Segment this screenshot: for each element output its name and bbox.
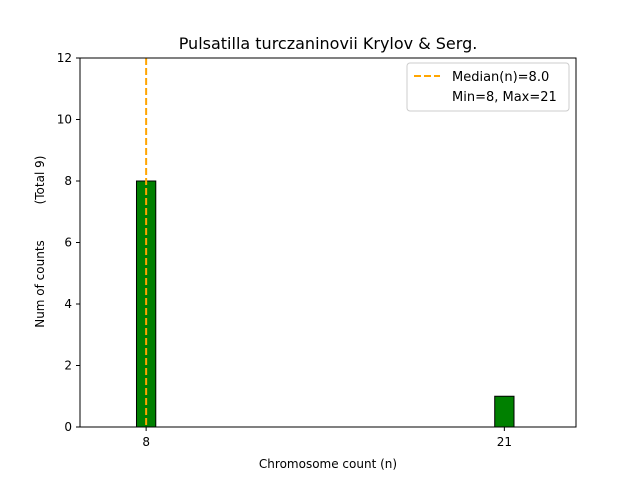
x-ticks: 8 21 <box>142 427 512 449</box>
legend-range-label: Min=8, Max=21 <box>452 90 557 105</box>
legend-median-label: Median(n)=8.0 <box>452 70 549 85</box>
y-tick-label: 2 <box>64 359 72 373</box>
x-axis-label: Chromosome count (n) <box>259 457 397 471</box>
y-tick-label: 6 <box>64 236 72 250</box>
legend: Median(n)=8.0 Min=8, Max=21 <box>406 62 570 112</box>
y-tick-label: 12 <box>57 51 72 65</box>
y-tick-label: 0 <box>64 420 72 434</box>
x-tick-label: 8 <box>142 435 150 449</box>
y-ticks: 0 2 4 6 8 10 12 <box>57 51 80 434</box>
y-axis-total-label: (Total 9) <box>33 156 47 205</box>
chart-title: Pulsatilla turczaninovii Krylov & Serg. <box>179 34 478 53</box>
y-tick-label: 4 <box>64 297 72 311</box>
bars-group <box>135 180 515 428</box>
y-tick-label: 10 <box>57 113 72 127</box>
y-tick-label: 8 <box>64 174 72 188</box>
x-tick-label: 21 <box>497 435 512 449</box>
legend-box <box>406 62 570 112</box>
y-axis-label: Num of counts <box>33 240 47 328</box>
bar-21 <box>494 395 515 428</box>
